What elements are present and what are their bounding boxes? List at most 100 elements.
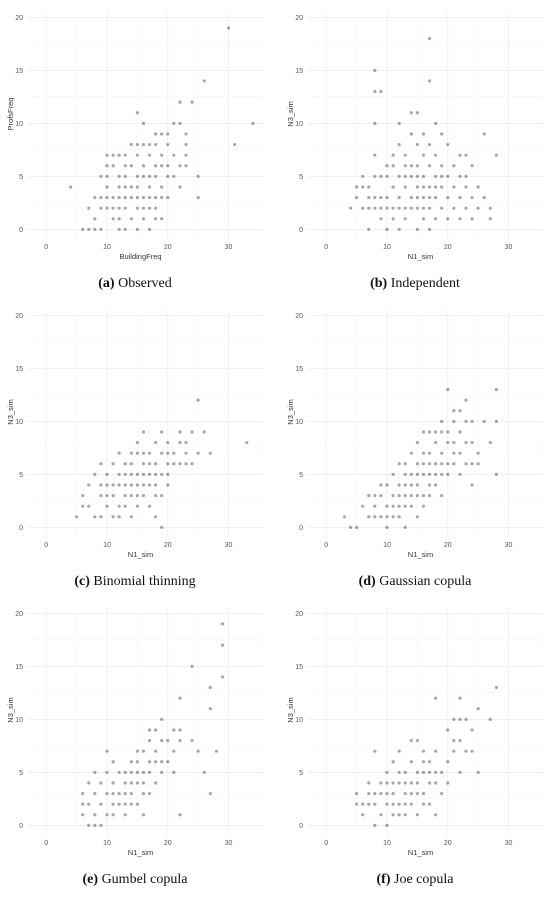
data-point [446, 440, 450, 445]
data-point [160, 153, 164, 157]
data-point [129, 462, 133, 466]
data-point [105, 185, 109, 189]
data-point [470, 164, 474, 168]
data-point [117, 451, 121, 455]
y-tick-label: 0 [19, 227, 23, 234]
data-point [105, 174, 109, 178]
data-point [452, 440, 456, 445]
data-point [379, 813, 383, 817]
x-tick-label: 0 [324, 244, 328, 251]
data-point [105, 813, 109, 817]
data-point [135, 227, 139, 231]
data-point [415, 791, 419, 796]
data-point [184, 440, 188, 445]
data-point [160, 430, 164, 434]
data-point [452, 451, 456, 455]
data-point [458, 153, 462, 157]
panel-a: 0 10 20 30 0 5 10 15 20 BuildingFreq ProfsFreq (a) … [0, 0, 270, 298]
data-point [208, 685, 212, 690]
x-tick-label: 10 [103, 244, 111, 251]
data-point [397, 781, 401, 785]
data-point [141, 430, 146, 434]
data-point [397, 227, 401, 231]
data-point [409, 111, 413, 115]
data-point [494, 419, 498, 423]
data-point [172, 728, 176, 732]
data-point [178, 462, 182, 466]
data-point [434, 195, 438, 200]
data-point [135, 153, 139, 157]
data-point [147, 760, 152, 764]
x-tick-label: 0 [324, 542, 328, 549]
data-point [147, 174, 152, 178]
data-point [403, 770, 407, 774]
data-point [427, 760, 432, 764]
y-tick-label: 0 [299, 525, 303, 532]
data-point [434, 185, 438, 189]
data-point [415, 174, 419, 178]
data-point [421, 451, 426, 455]
data-point [397, 174, 401, 178]
data-point [214, 749, 218, 753]
data-point [452, 206, 456, 210]
data-point [446, 728, 450, 732]
data-point [403, 472, 407, 476]
data-point [105, 791, 109, 796]
data-point [446, 781, 450, 785]
data-point [202, 79, 206, 83]
data-point [458, 696, 462, 700]
data-point [147, 153, 152, 157]
data-point [111, 195, 115, 200]
data-point [166, 440, 170, 445]
data-point [160, 717, 164, 721]
data-point [154, 781, 158, 785]
y-tick-label: 5 [19, 174, 23, 181]
data-point [415, 738, 419, 743]
x-tick-label: 30 [505, 840, 513, 847]
data-point [403, 504, 407, 508]
data-point [427, 493, 432, 498]
data-point [111, 791, 115, 796]
data-point [470, 195, 474, 200]
caption-text: Observed [118, 276, 172, 291]
data-point [123, 802, 127, 806]
data-point [141, 174, 146, 178]
data-point [464, 749, 468, 753]
data-point [434, 174, 438, 178]
x-tick-label: 10 [103, 542, 111, 549]
data-point [355, 195, 359, 200]
y-tick-label: 20 [295, 611, 303, 618]
data-point [409, 802, 413, 806]
data-point [105, 153, 109, 157]
caption-text: Gumbel copula [101, 872, 188, 887]
data-point [434, 440, 438, 445]
data-point [135, 451, 139, 455]
data-point [373, 68, 377, 72]
data-point [129, 217, 133, 221]
data-point [391, 472, 395, 476]
y-tick-label: 5 [19, 770, 23, 777]
y-tick-label: 5 [299, 472, 303, 479]
data-point [434, 770, 438, 774]
data-point [427, 483, 432, 487]
caption-tag: (a) [98, 276, 115, 291]
data-point [117, 227, 121, 231]
data-point [190, 738, 194, 743]
data-point [129, 142, 133, 147]
data-point [129, 195, 133, 200]
data-point [403, 493, 407, 498]
data-point [440, 770, 444, 774]
data-point [409, 174, 413, 178]
data-point [385, 802, 389, 806]
data-point [446, 430, 450, 434]
data-point [220, 643, 225, 647]
data-point [81, 802, 85, 806]
data-point [135, 440, 139, 445]
data-point [105, 472, 109, 476]
data-point [397, 462, 401, 466]
data-point [446, 462, 450, 466]
x-tick-label: 30 [505, 542, 513, 549]
data-point [458, 451, 462, 455]
data-point [111, 493, 115, 498]
data-point [391, 185, 395, 189]
